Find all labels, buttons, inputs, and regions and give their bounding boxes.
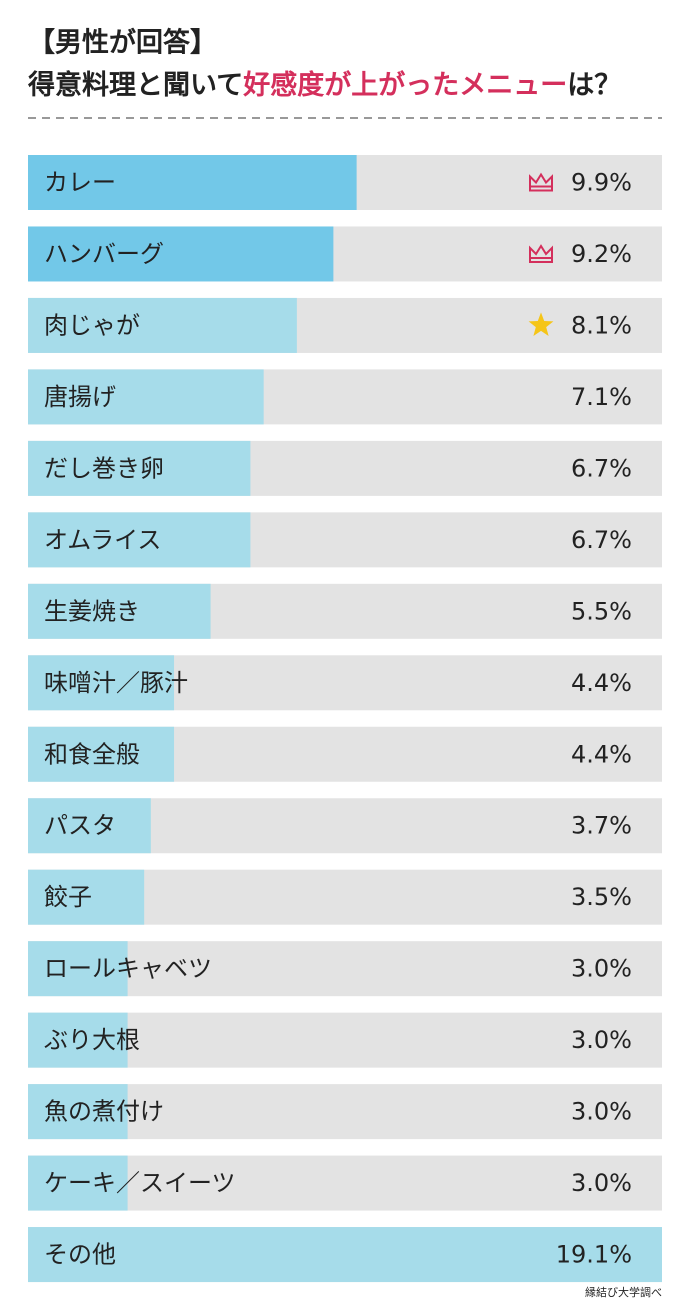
value-label: 3.5% xyxy=(571,883,632,911)
bar xyxy=(28,583,211,639)
bar xyxy=(28,1155,128,1211)
value-label: 6.7% xyxy=(571,526,632,554)
title-part: は？ xyxy=(567,70,621,101)
bar xyxy=(28,440,251,496)
crown-icon xyxy=(529,172,553,192)
category-label: だし巻き卵 xyxy=(44,454,164,482)
star-icon xyxy=(528,312,554,336)
category-label: カレー xyxy=(44,169,116,197)
bar xyxy=(28,941,128,997)
chart-title: 得意料理と聞いて好感度が上がったメニューは？ xyxy=(27,69,621,101)
bar xyxy=(28,369,264,425)
value-label: 5.5% xyxy=(571,597,632,625)
title-part: 得意料理と聞いて xyxy=(27,69,243,101)
value-label: 3.0% xyxy=(571,955,632,983)
category-label: 魚の煮付け xyxy=(44,1098,164,1126)
category-label: 生姜焼き xyxy=(44,597,140,625)
bar xyxy=(28,726,175,782)
value-label: 9.9% xyxy=(571,169,632,197)
bar-track xyxy=(28,1084,662,1140)
category-label: ぶり大根 xyxy=(44,1026,140,1054)
category-label: 肉じゃが xyxy=(44,311,140,339)
source: 縁結び大学調べ xyxy=(585,1285,662,1299)
crown-icon xyxy=(529,244,553,263)
value-label: 3.0% xyxy=(571,1098,632,1126)
category-label: 味噌汁／豚汁 xyxy=(44,669,188,697)
title-part: 好感度が上がったメニュー xyxy=(242,69,567,101)
category-label: 和食全般 xyxy=(44,740,140,768)
category-label: その他 xyxy=(44,1241,116,1269)
value-label: 8.1% xyxy=(571,311,632,339)
value-label: 7.1% xyxy=(571,383,632,411)
bar xyxy=(28,226,334,282)
value-label: 4.4% xyxy=(571,669,632,697)
bar xyxy=(28,1012,128,1068)
bar xyxy=(28,869,145,925)
value-label: 3.7% xyxy=(571,812,632,840)
value-label: 4.4% xyxy=(571,740,632,768)
category-label: パスタ xyxy=(44,812,116,840)
bar-track xyxy=(28,941,662,997)
bar xyxy=(28,155,357,210)
chart-subtitle: 【男性が回答】 xyxy=(28,27,217,59)
bar xyxy=(28,1227,662,1283)
category-label: ハンバーグ xyxy=(44,240,164,268)
value-label: 9.2% xyxy=(571,240,632,268)
bar xyxy=(28,297,297,353)
value-label: 6.7% xyxy=(571,454,632,482)
category-label: ロールキャベツ xyxy=(44,955,212,983)
bar-track xyxy=(28,1155,662,1211)
bar xyxy=(28,655,175,711)
category-label: 唐揚げ xyxy=(44,383,116,411)
value-label: 19.1% xyxy=(556,1241,632,1269)
bar xyxy=(28,798,151,854)
category-label: オムライス xyxy=(44,526,161,554)
value-label: 3.0% xyxy=(571,1026,632,1054)
bar xyxy=(28,512,251,568)
value-label: 3.0% xyxy=(571,1169,632,1197)
bar-track xyxy=(28,1012,662,1068)
category-label: ケーキ／スイーツ xyxy=(44,1169,236,1197)
bar xyxy=(28,1084,128,1140)
category-label: 餃子 xyxy=(44,883,92,911)
